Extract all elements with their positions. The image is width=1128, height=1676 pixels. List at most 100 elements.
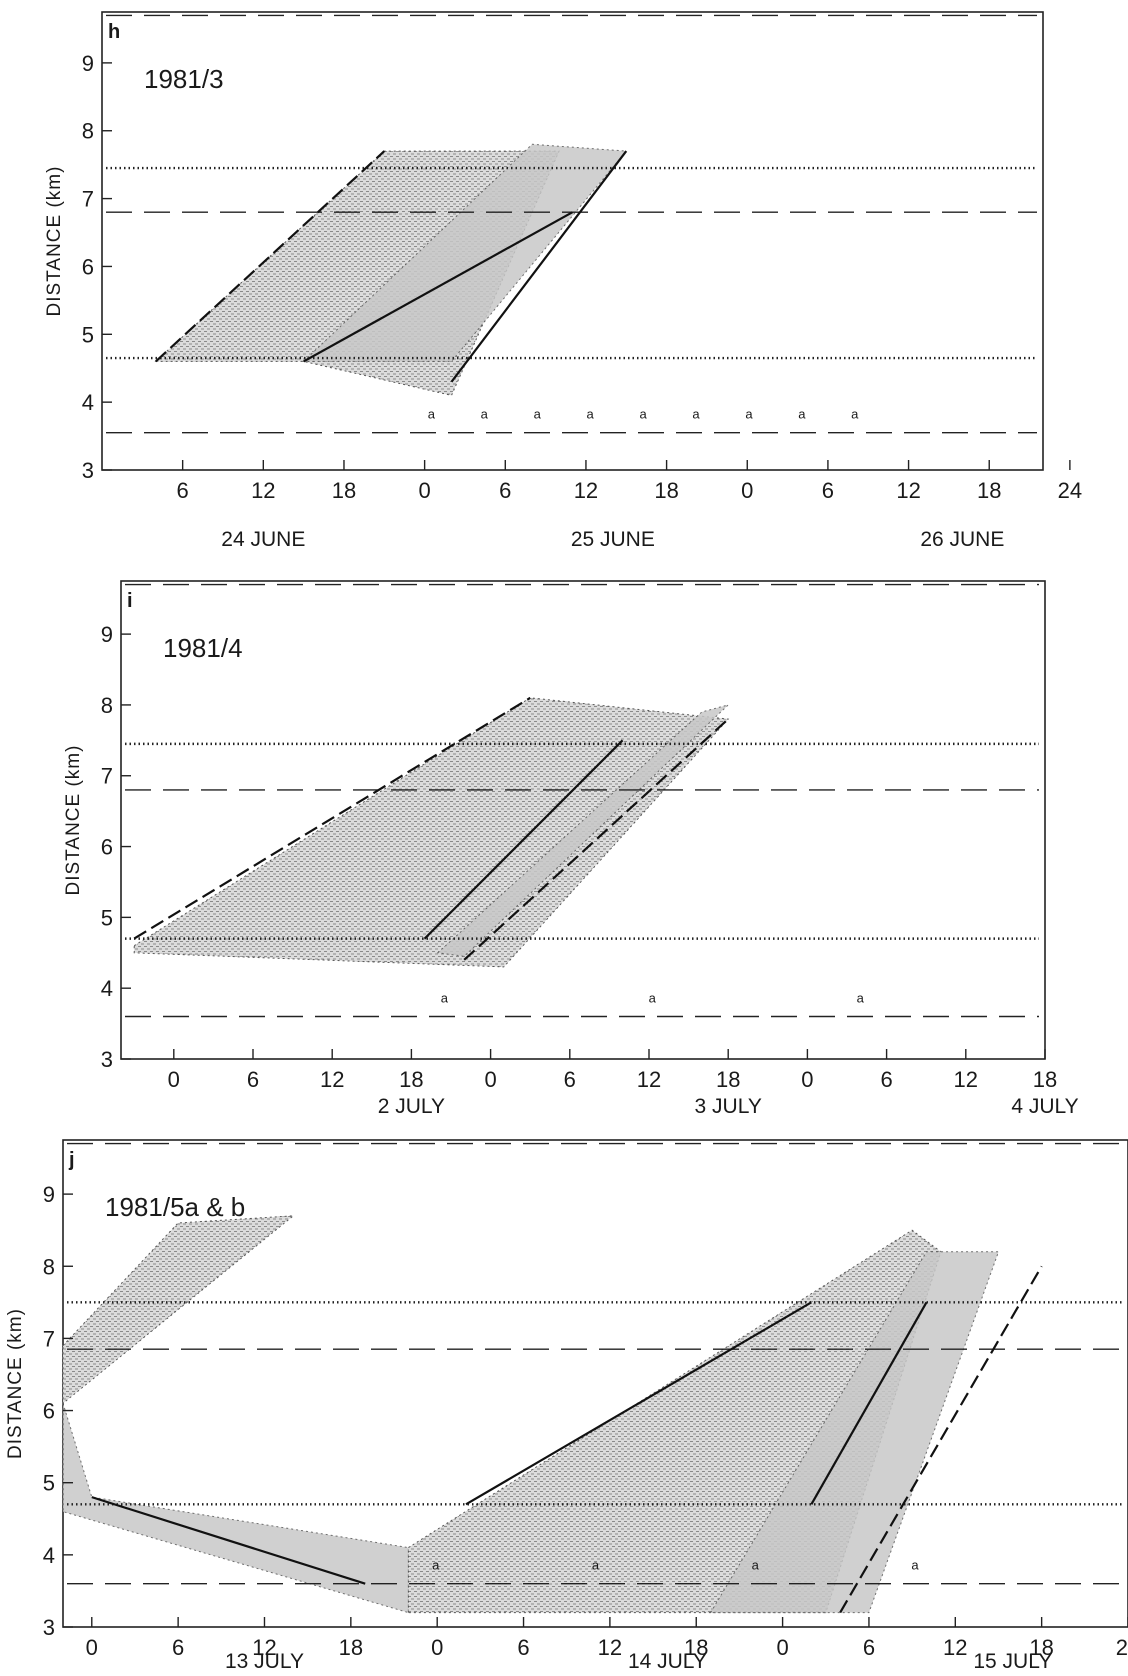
y-tick-label: 9 (101, 622, 113, 647)
y-tick-label: 3 (82, 458, 94, 483)
y-axis-title: DISTANCE (km) (5, 1308, 26, 1459)
y-tick-label: 9 (82, 51, 94, 76)
panel-title: 1981/4 (163, 633, 243, 663)
y-tick-label: 3 (101, 1047, 113, 1072)
x-tick-label: 18 (1033, 1067, 1057, 1092)
x-tick-label: 12 (637, 1067, 661, 1092)
x-tick-label: 18 (339, 1635, 363, 1660)
y-tick-label: 4 (101, 976, 113, 1001)
x-tick-label: 18 (654, 478, 678, 503)
x-tick-label: 24 (1058, 478, 1082, 503)
y-tick-label: 9 (43, 1182, 55, 1207)
y-tick-label: 7 (82, 187, 94, 212)
y-tick-label: 4 (82, 390, 94, 415)
event-line (839, 1265, 1043, 1614)
x-tick-label: 12 (574, 478, 598, 503)
x-tick-label: 6 (822, 478, 834, 503)
x-tick-label: 12 (320, 1067, 344, 1092)
event-line (155, 150, 386, 363)
shaded-region (302, 143, 628, 362)
date-label: 2 JULY (378, 1095, 445, 1118)
panel-title: 1981/5a & b (105, 1192, 245, 1222)
annotation-mark: a (911, 1558, 919, 1573)
chart-panel-j: a a a a 3 4 5 6 7 8 9 0 6 12 18 0 6 12 18 0 6 12 18 24 13 JULY 14… (5, 1139, 1128, 1673)
y-tick-label: 5 (43, 1471, 55, 1496)
panel-letter: h (108, 21, 120, 43)
annotation-mark: a (592, 1558, 600, 1573)
x-tick-label: 12 (252, 1635, 276, 1660)
panel-title: 1981/3 (144, 64, 224, 94)
date-label: 14 JULY (628, 1650, 707, 1673)
annotation-mark: a (587, 407, 595, 422)
x-tick-label: 18 (1029, 1635, 1053, 1660)
y-tick-label: 6 (82, 254, 94, 279)
date-label: 26 JUNE (920, 528, 1004, 551)
x-tick-label: 6 (880, 1067, 892, 1092)
x-tick-label: 18 (977, 478, 1001, 503)
annotation-mark: a (752, 1558, 760, 1573)
y-tick-label: 8 (101, 693, 113, 718)
x-tick-label: 0 (776, 1635, 788, 1660)
y-tick-label: 6 (101, 835, 113, 860)
x-tick-label: 18 (716, 1067, 740, 1092)
event-line (423, 739, 624, 940)
x-tick-label: 12 (251, 478, 275, 503)
annotation-mark: a (745, 407, 753, 422)
chart-panel-h: a a a a a a a a a 3 4 5 6 7 8 9 6 12 18 0 6 12 18 0 6 12 18 24 24 JU… (44, 11, 1082, 551)
shaded-region (436, 704, 729, 957)
panel-letter: j (68, 1149, 75, 1171)
x-tick-label: 6 (863, 1635, 875, 1660)
x-tick-label: 12 (954, 1067, 978, 1092)
event-line (303, 211, 574, 363)
x-tick-label: 6 (177, 478, 189, 503)
date-label: 24 JUNE (221, 528, 305, 551)
x-tick-label: 18 (684, 1635, 708, 1660)
chart-panel-i: a a a 3 4 5 6 7 8 9 0 6 12 18 0 6 12 18 0 6 12 18 2 JULY 3 JULY… (63, 580, 1079, 1118)
x-tick-label: 6 (517, 1635, 529, 1660)
y-tick-label: 3 (43, 1615, 55, 1640)
x-tick-label: 0 (484, 1067, 496, 1092)
annotation-mark: a (798, 407, 806, 422)
x-tick-label: 0 (431, 1635, 443, 1660)
annotation-mark: a (639, 407, 647, 422)
date-label: 25 JUNE (571, 528, 655, 551)
x-tick-label: 0 (168, 1067, 180, 1092)
y-axis-title: DISTANCE (km) (63, 745, 84, 896)
x-tick-label: 12 (943, 1635, 967, 1660)
y-tick-label: 6 (43, 1399, 55, 1424)
event-line (133, 696, 531, 940)
annotation-mark: a (441, 991, 449, 1006)
plot-frame (101, 11, 1044, 471)
date-label: 4 JULY (1011, 1095, 1078, 1118)
event-line (810, 1301, 928, 1505)
x-tick-label: 24 (1116, 1635, 1128, 1660)
x-tick-label: 0 (741, 478, 753, 503)
y-tick-label: 4 (43, 1543, 55, 1568)
event-line (91, 1496, 366, 1585)
annotation-mark: a (857, 991, 865, 1006)
annotation-mark: a (481, 407, 489, 422)
annotation-mark: a (432, 1558, 440, 1573)
x-tick-label: 0 (419, 478, 431, 503)
y-tick-label: 7 (101, 764, 113, 789)
plot-frame (120, 580, 1046, 1060)
x-tick-label: 6 (499, 478, 511, 503)
y-tick-label: 5 (101, 905, 113, 930)
x-tick-label: 18 (399, 1067, 423, 1092)
annotation-mark: a (534, 407, 542, 422)
shaded-region (133, 697, 730, 968)
annotation-mark: a (649, 991, 657, 1006)
annotation-mark: a (692, 407, 700, 422)
y-tick-label: 5 (82, 322, 94, 347)
event-line (450, 150, 628, 383)
x-tick-label: 6 (172, 1635, 184, 1660)
panel-letter: i (127, 590, 133, 612)
x-tick-label: 18 (332, 478, 356, 503)
x-tick-label: 12 (896, 478, 920, 503)
date-label: 13 JULY (225, 1650, 304, 1673)
x-tick-label: 6 (247, 1067, 259, 1092)
date-label: 3 JULY (695, 1095, 762, 1118)
date-label: 15 JULY (973, 1650, 1052, 1673)
shaded-region (709, 1251, 1000, 1614)
